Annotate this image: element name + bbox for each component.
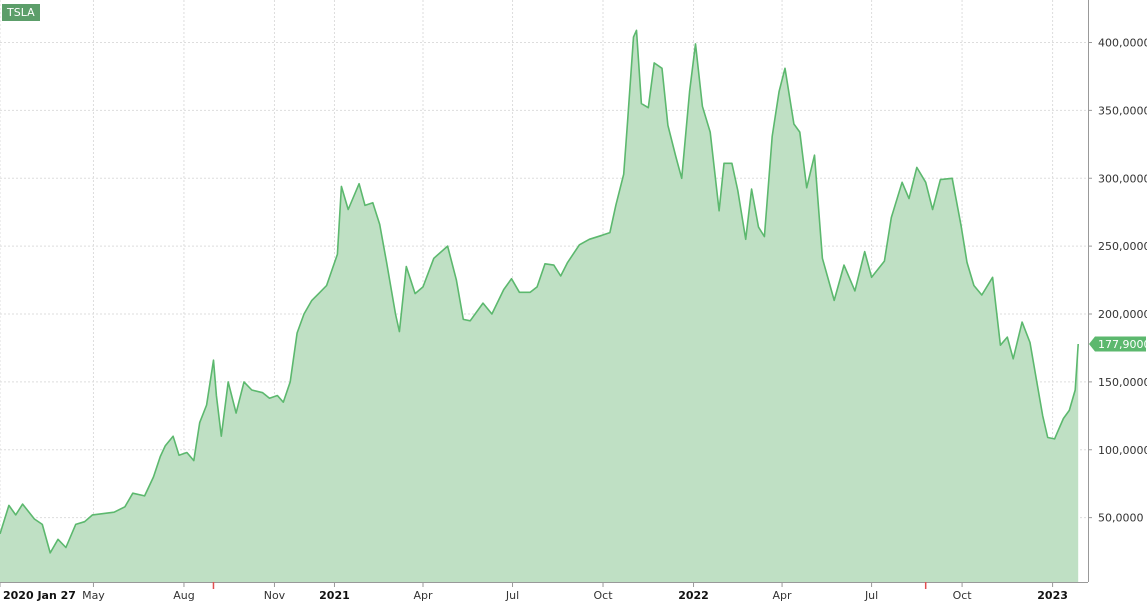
y-tick-label: 100,0000	[1098, 444, 1147, 457]
y-tick-label: 50,0000	[1098, 512, 1144, 525]
ticker-badge[interactable]: TSLA	[2, 4, 40, 21]
price-area-fill	[0, 30, 1079, 583]
x-tick-label: 2023	[1037, 589, 1068, 602]
x-tick-label: Apr	[773, 589, 793, 602]
last-price-tag: 177,9000	[1089, 336, 1147, 352]
x-tick-label: Jul	[505, 589, 519, 602]
x-tick-label: Aug	[173, 589, 194, 602]
last-price-tag-shape	[1089, 336, 1146, 352]
x-tick-label: Apr	[413, 589, 433, 602]
x-tick-label: May	[82, 589, 105, 602]
y-tick-label: 400,0000	[1098, 37, 1147, 50]
x-tick-label: Oct	[594, 589, 614, 602]
event-markers	[212, 582, 927, 589]
y-tick-label: 200,0000	[1098, 308, 1147, 321]
y-tick-label: 250,0000	[1098, 240, 1147, 253]
x-tick-label: Nov	[264, 589, 286, 602]
x-tick-label: 2020 Jan 27	[3, 589, 76, 602]
x-tick-label: 2021	[319, 589, 350, 602]
x-tick-label: Jul	[864, 589, 878, 602]
y-tick-label: 300,0000	[1098, 172, 1147, 185]
x-axis-ticks: 2020 Jan 27 May Aug Nov 2021 Apr Jul Oct 2022 Apr…	[0, 582, 1068, 602]
y-tick-label: 150,0000	[1098, 376, 1147, 389]
price-line	[0, 29, 1079, 554]
axes	[0, 0, 1089, 583]
y-axis-ticks: 50,0000 100,0000 150,0000 200,0000 250,0000 3…	[1088, 37, 1147, 525]
y-tick-label: 350,0000	[1098, 104, 1147, 117]
last-price-label: 177,9000	[1098, 338, 1147, 351]
x-tick-label: Oct	[953, 589, 973, 602]
x-tick-label: 2022	[678, 589, 709, 602]
